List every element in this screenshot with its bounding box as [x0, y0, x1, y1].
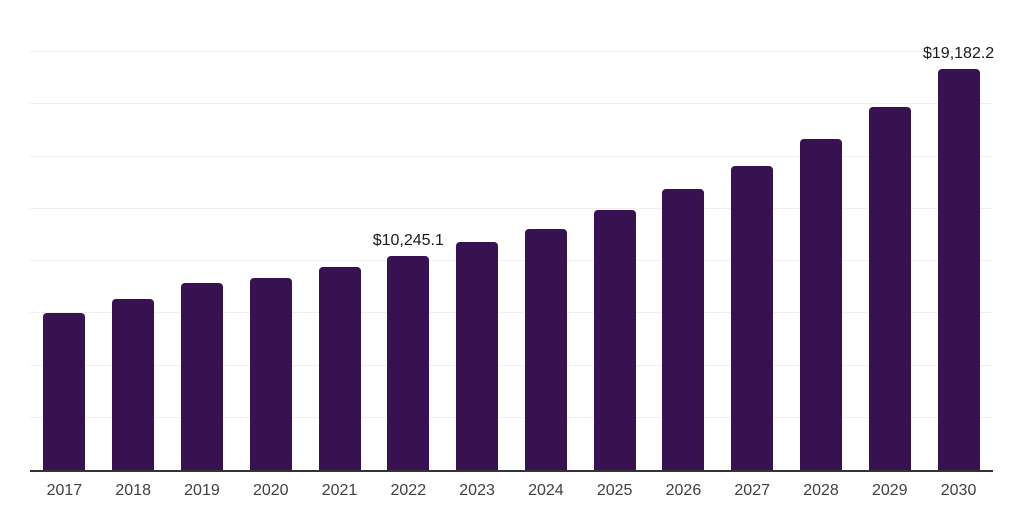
x-tick-label-2022: 2022 [390, 482, 427, 499]
bar-2026 [662, 189, 705, 470]
x-axis: 2017 2018 2019 2020 2021 2022 2023 2024 2025 2026… [30, 481, 993, 501]
x-tick-label-2026: 2026 [665, 482, 702, 499]
x-tick-label-2030: 2030 [940, 482, 977, 499]
plot-area: $10,245.1 $19,182.2 [30, 0, 995, 472]
gridline [30, 416, 993, 418]
x-tick-label-2029: 2029 [871, 482, 908, 499]
gridline [30, 207, 993, 209]
x-tick-label-2020: 2020 [252, 482, 289, 499]
x-tick-label-2017: 2017 [46, 482, 83, 499]
gridline [30, 51, 993, 53]
bar-2025 [593, 210, 636, 470]
bar-2030 [937, 69, 980, 470]
bar-2017 [43, 313, 86, 470]
gridline [30, 103, 993, 105]
bar-2023 [456, 242, 499, 470]
data-label-2030: $19,182.2 [923, 45, 995, 63]
bar-2029 [868, 107, 911, 470]
gridline [30, 312, 993, 314]
bar-2021 [318, 267, 361, 470]
x-tick-label-2025: 2025 [596, 482, 633, 499]
x-tick-label-2018: 2018 [115, 482, 151, 499]
bar-2020 [249, 278, 292, 470]
bar-2022 [387, 256, 430, 470]
data-label-2022: $10,245.1 [372, 232, 444, 249]
gridline [30, 260, 993, 262]
bar-2027 [731, 166, 774, 470]
gridline [30, 364, 993, 366]
x-tick-label-2024: 2024 [528, 482, 564, 499]
gridline [30, 155, 993, 157]
bar-2018 [112, 299, 155, 470]
x-tick-label-2021: 2021 [321, 482, 358, 499]
x-tick-label-2019: 2019 [184, 482, 220, 499]
x-tick-label-2028: 2028 [803, 482, 839, 499]
bar-2019 [180, 283, 223, 470]
bar-2024 [524, 229, 567, 470]
bar-2028 [800, 139, 843, 470]
x-tick-label-2023: 2023 [459, 482, 495, 499]
x-tick-label-2027: 2027 [734, 482, 770, 499]
